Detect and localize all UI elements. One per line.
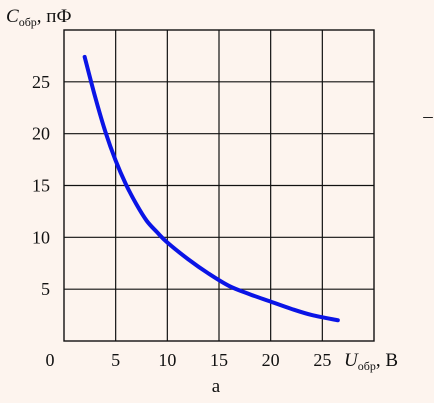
- y-tick-label-10: 10: [32, 227, 50, 247]
- x-tick-label-20: 20: [262, 350, 280, 370]
- x-tick-label-15: 15: [210, 350, 228, 370]
- grid: [63, 29, 375, 342]
- figure-caption: а: [212, 376, 221, 397]
- origin-label: 0: [46, 350, 55, 370]
- tick-labels: 5 10 15 20 25 5 10 15 20 25: [32, 72, 331, 370]
- x-tick-label-10: 10: [158, 350, 176, 370]
- y-tick-label-20: 20: [32, 124, 50, 144]
- series-layer: [82, 54, 340, 323]
- x-tick-label-5: 5: [111, 350, 120, 370]
- x-axis-label: Uобр, В: [344, 350, 398, 373]
- y-tick-label-25: 25: [32, 72, 50, 92]
- side-mark: –: [422, 106, 433, 127]
- y-tick-label-15: 15: [32, 176, 50, 196]
- plot-frame: [63, 29, 375, 342]
- y-tick-label-5: 5: [41, 279, 50, 299]
- series-line-0: [82, 54, 340, 323]
- y-axis-label: Cобр, пФ: [6, 6, 71, 29]
- x-tick-label-25: 25: [313, 350, 331, 370]
